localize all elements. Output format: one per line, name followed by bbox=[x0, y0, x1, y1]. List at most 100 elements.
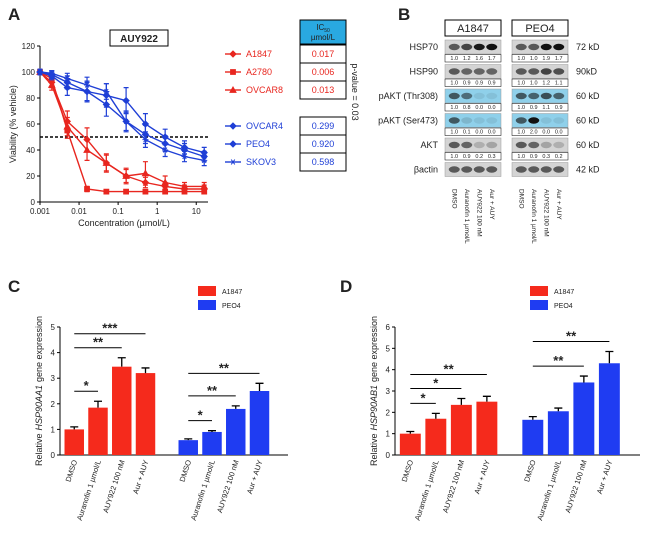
x-tick-label: DMSO bbox=[522, 459, 538, 483]
data-point bbox=[63, 83, 72, 92]
chart-title: AUY922 bbox=[120, 34, 158, 45]
panel-letter: A bbox=[8, 5, 20, 24]
band-quant: 1.9 bbox=[542, 56, 550, 62]
band bbox=[553, 117, 565, 124]
quant-box bbox=[511, 152, 569, 161]
y-tick-label: 1 bbox=[51, 425, 56, 434]
row-label: AKT bbox=[420, 140, 438, 150]
x-tick-label: Aur + AUY bbox=[472, 459, 491, 495]
ic50-value: 0.598 bbox=[312, 157, 335, 167]
row-label: βactin bbox=[414, 165, 438, 175]
data-point bbox=[201, 157, 208, 164]
band bbox=[473, 68, 485, 75]
significance-label: * bbox=[198, 408, 204, 423]
band bbox=[461, 117, 473, 124]
data-point bbox=[48, 70, 55, 76]
band bbox=[448, 166, 460, 173]
legend-swatch bbox=[530, 300, 548, 310]
band-quant: 0.0 bbox=[475, 130, 483, 136]
band bbox=[461, 68, 473, 75]
y-label-prefix: Relative bbox=[34, 434, 44, 467]
row-label: pAKT (Thr308) bbox=[379, 91, 438, 101]
blot-strip bbox=[444, 113, 502, 128]
band bbox=[473, 117, 485, 124]
bar bbox=[522, 419, 544, 455]
band-quant: 1.7 bbox=[488, 56, 496, 62]
x-tick-label: AUY922 100 nM bbox=[101, 459, 127, 514]
data-point bbox=[180, 182, 189, 190]
legend-swatch bbox=[198, 286, 216, 296]
lane-label: Auranofin 1 µmol/L bbox=[530, 189, 537, 244]
band-quant: 1.7 bbox=[555, 56, 563, 62]
blot-strip bbox=[511, 39, 569, 55]
band-quant: 1.0 bbox=[530, 56, 538, 62]
data-point bbox=[162, 188, 169, 195]
bar bbox=[112, 366, 132, 455]
fit-curve bbox=[39, 71, 205, 158]
band-quant: 1.0 bbox=[517, 154, 525, 160]
x-tick-label: Auranofin 1 µmol/L bbox=[535, 459, 563, 522]
size-label: 60 kD bbox=[576, 116, 600, 126]
ic50-value: 0.299 bbox=[312, 121, 335, 131]
band-quant: 0.2 bbox=[555, 154, 563, 160]
lane-label: DMSO bbox=[450, 189, 457, 209]
quant-box bbox=[511, 78, 569, 87]
legend-label: OVCAR8 bbox=[246, 85, 283, 95]
error-bar bbox=[482, 395, 491, 402]
quant-box bbox=[444, 78, 502, 87]
bar bbox=[249, 391, 270, 455]
band bbox=[473, 166, 485, 173]
x-tick-label: 10 bbox=[192, 207, 201, 216]
bar bbox=[547, 411, 569, 455]
x-tick-label: 0.1 bbox=[113, 207, 125, 216]
band bbox=[553, 43, 565, 51]
data-point bbox=[142, 136, 149, 143]
y-tick-label: 3 bbox=[51, 374, 56, 383]
band-quant: 0.3 bbox=[488, 154, 496, 160]
band bbox=[553, 68, 565, 75]
band-quant: 1.2 bbox=[463, 56, 471, 62]
band-quant: 2.0 bbox=[530, 130, 538, 136]
y-label-gene: HSP90AA1 bbox=[34, 385, 44, 431]
data-point bbox=[200, 182, 209, 190]
x-tick-label: AUY922 100 nM bbox=[563, 459, 589, 514]
bar bbox=[425, 418, 447, 455]
y-tick-label: 4 bbox=[386, 366, 391, 375]
quant-box bbox=[444, 103, 502, 112]
band-quant: 1.1 bbox=[555, 81, 563, 87]
y-tick-label: 20 bbox=[26, 172, 35, 181]
significance-label: ** bbox=[566, 329, 577, 344]
band bbox=[515, 68, 527, 75]
y-axis-label: Relative HSP90AB1 gene expression bbox=[369, 316, 379, 466]
data-point bbox=[122, 96, 130, 105]
y-tick-label: 120 bbox=[22, 42, 36, 51]
data-point bbox=[83, 145, 91, 153]
error-bar bbox=[141, 367, 150, 374]
cell-line-box bbox=[511, 19, 569, 37]
blot-strip bbox=[444, 39, 502, 55]
data-point bbox=[123, 118, 130, 125]
x-tick-label: AUY922 100 nM bbox=[441, 459, 467, 514]
significance-label: ** bbox=[553, 353, 564, 368]
blot-strip bbox=[444, 64, 502, 79]
legend-marker bbox=[229, 85, 237, 93]
lane-label: DMSO bbox=[517, 189, 524, 209]
band-quant: 0.9 bbox=[530, 105, 538, 111]
table-header: IC50 bbox=[316, 23, 330, 34]
band bbox=[553, 92, 565, 100]
x-tick-label: Auranofin 1 µmol/L bbox=[413, 459, 441, 522]
band bbox=[461, 141, 473, 149]
band-quant: 1.2 bbox=[542, 81, 550, 87]
lane-label: Aur + AUY bbox=[555, 189, 562, 220]
data-point bbox=[64, 75, 71, 82]
band bbox=[515, 43, 527, 51]
band-quant: 1.6 bbox=[475, 56, 483, 62]
y-tick-label: 0 bbox=[51, 451, 56, 460]
band-quant: 1.0 bbox=[530, 81, 538, 87]
quant-box bbox=[511, 103, 569, 112]
x-axis-label: Concentration (µmol/L) bbox=[78, 218, 170, 228]
band-quant: 0.1 bbox=[463, 130, 471, 136]
legend-label: A1847 bbox=[246, 49, 272, 59]
legend-label: PEO4 bbox=[554, 303, 573, 310]
band bbox=[540, 141, 552, 149]
